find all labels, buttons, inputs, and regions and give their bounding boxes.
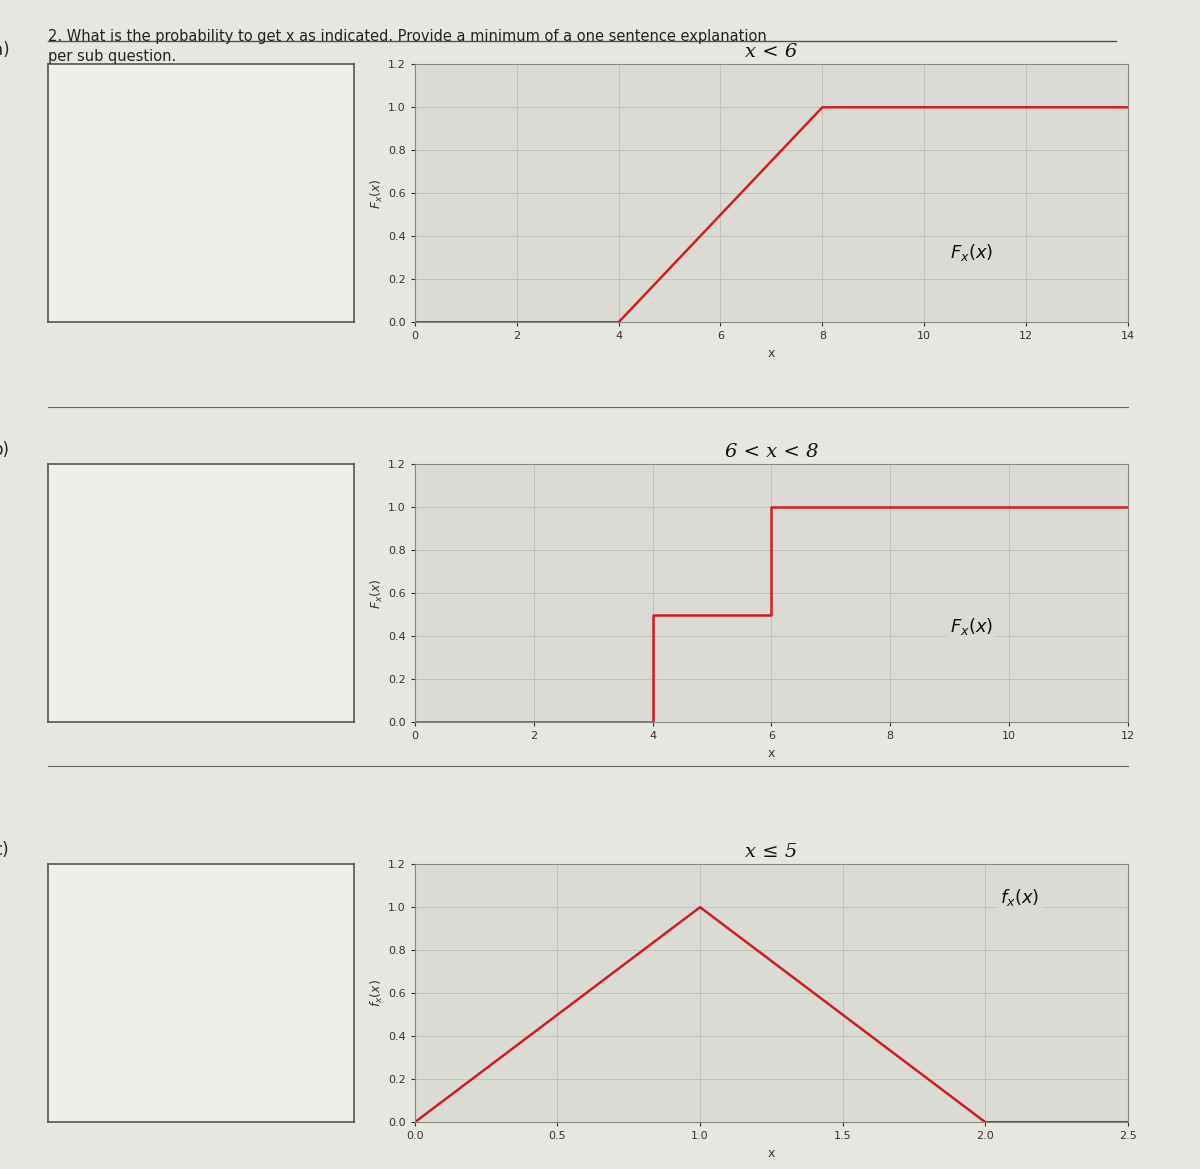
X-axis label: x: x [768, 1147, 775, 1160]
Text: $F_x(x)$: $F_x(x)$ [949, 242, 994, 263]
Text: c): c) [0, 841, 8, 859]
Title: 6 < x < 8: 6 < x < 8 [725, 443, 818, 462]
Text: a): a) [0, 41, 10, 60]
Text: 2. What is the probability to get x as indicated. Provide a minimum of a one sen: 2. What is the probability to get x as i… [48, 29, 767, 44]
Text: per sub question.: per sub question. [48, 49, 176, 64]
X-axis label: x: x [768, 347, 775, 360]
Title: x < 6: x < 6 [745, 43, 798, 61]
Text: $F_x(x)$: $F_x(x)$ [949, 616, 994, 637]
Y-axis label: $F_x(x)$: $F_x(x)$ [370, 178, 385, 209]
Y-axis label: $F_x(x)$: $F_x(x)$ [370, 577, 385, 609]
Text: $f_x(x)$: $f_x(x)$ [1000, 887, 1039, 908]
Y-axis label: $f_x(x)$: $f_x(x)$ [370, 980, 385, 1008]
Title: x ≤ 5: x ≤ 5 [745, 843, 798, 862]
Text: b): b) [0, 441, 10, 459]
X-axis label: x: x [768, 747, 775, 760]
